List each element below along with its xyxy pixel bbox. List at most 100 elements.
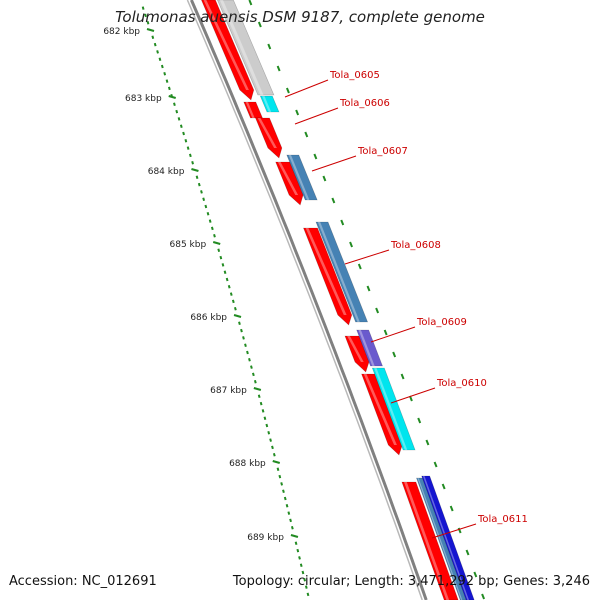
ruler-minor-tick — [202, 197, 206, 201]
ruler-outer-tick — [285, 87, 290, 94]
ruler-major-tick — [191, 167, 199, 173]
ruler-outer-tick — [331, 197, 336, 204]
ruler-outer-tick — [322, 175, 327, 182]
ruler-outer-tick — [383, 329, 388, 336]
ruler-outer-tick — [449, 505, 454, 512]
ruler-major-tick — [233, 313, 242, 319]
ruler-minor-tick — [244, 343, 247, 347]
gc-content-band — [217, 0, 275, 96]
ruler-outer-tick — [400, 373, 405, 380]
feature-track — [201, 0, 475, 600]
gene-feature-band-highlight — [422, 476, 469, 600]
ruler-outer-tick — [276, 65, 281, 72]
gene-feature-band-highlight — [288, 155, 310, 200]
ruler-outer-tick — [465, 549, 470, 556]
ruler-major-tick — [290, 533, 299, 539]
ruler-outer-tick — [433, 461, 438, 468]
ruler-minor-tick — [229, 292, 233, 296]
gene-feature-band-highlight — [374, 368, 408, 450]
ruler-minor-tick — [276, 467, 280, 472]
ruler-minor-tick — [253, 379, 257, 384]
ruler-minor-tick — [240, 328, 243, 333]
ruler-tick-label: 684 kbp — [148, 167, 185, 177]
ruler-minor-tick — [160, 64, 164, 69]
gene-feature-band — [371, 367, 416, 451]
ruler-minor-tick — [219, 255, 223, 260]
ruler-minor-tick — [217, 248, 221, 253]
ruler-minor-tick — [298, 556, 301, 560]
ruler-minor-tick — [182, 131, 185, 136]
ruler-track: 682 kbp 683 kbp 684 kbp 685 kbp 686 kbp 687 k… — [103, 0, 486, 600]
ruler-outer-tick — [340, 219, 345, 226]
ruler-minor-tick — [227, 285, 231, 289]
ruler-minor-tick — [184, 139, 188, 143]
cds-arrow — [303, 227, 353, 326]
gene-leader-line — [390, 387, 436, 404]
ruler-minor-tick — [290, 525, 294, 530]
ruler-outer-tick — [441, 483, 446, 490]
ruler-minor-tick — [175, 109, 179, 114]
ruler-tick-label: 688 kbp — [229, 459, 266, 469]
gene-feature-band — [315, 221, 369, 323]
ruler-minor-tick — [296, 548, 300, 553]
ruler-tick-label: 682 kbp — [103, 27, 140, 37]
genome-backbone — [186, 0, 428, 600]
gene-label-tola_0610: Tola_0610 — [436, 378, 487, 389]
ruler-tick-label: 685 kbp — [170, 240, 207, 250]
ruler-outer-tick — [349, 241, 353, 248]
cds-arrow-highlight — [363, 374, 397, 445]
ruler-minor-tick — [163, 72, 167, 76]
ruler-major-tick — [168, 94, 177, 100]
ruler-minor-tick — [257, 394, 261, 399]
ruler-minor-tick — [165, 79, 169, 83]
ruler-minor-tick — [269, 438, 272, 442]
ruler-minor-tick — [191, 160, 194, 165]
ruler-minor-tick — [252, 372, 255, 377]
ruler-minor-tick — [225, 277, 229, 282]
gene-label-tola_0608: Tola_0608 — [390, 240, 441, 251]
ruler-minor-tick — [213, 233, 216, 238]
gene-feature-band — [259, 95, 280, 113]
gene-feature-band-highlight — [358, 330, 375, 366]
ruler-outer-tick — [457, 527, 462, 534]
ruler-major-tick — [253, 386, 262, 392]
gene-feature-band — [416, 477, 467, 600]
ruler-minor-tick — [195, 175, 199, 180]
accession-text: Accession: NC_012691 — [9, 574, 157, 589]
gene-feature-band — [356, 329, 383, 367]
ruler-minor-tick — [151, 35, 155, 40]
ruler-outer-tick — [304, 131, 309, 138]
cds-arrow — [344, 335, 370, 373]
ruler-minor-tick — [204, 204, 208, 209]
gene-label-tola_0607: Tola_0607 — [357, 146, 408, 157]
ruler-minor-tick — [263, 416, 267, 420]
cds-arrow-highlight — [347, 336, 364, 362]
ruler-minor-tick — [267, 431, 271, 435]
ruler-minor-tick — [287, 511, 291, 515]
gene-label-tola_0611: Tola_0611 — [477, 514, 528, 525]
ruler-minor-tick — [278, 474, 282, 479]
genome-summary-text: Topology: circular; Length: 3,471,292 bp… — [232, 574, 590, 589]
gene-feature-band-highlight — [417, 478, 463, 600]
ruler-minor-tick — [289, 518, 292, 523]
ruler-minor-tick — [231, 299, 235, 304]
ruler-minor-tick — [294, 541, 298, 546]
ruler-minor-tick — [146, 20, 150, 25]
ruler-minor-tick — [280, 482, 284, 486]
ruler-major-tick — [146, 27, 155, 33]
ruler-minor-tick — [206, 212, 210, 216]
ruler-minor-tick — [158, 57, 162, 61]
ruler-outer-tick — [357, 263, 362, 270]
ruler-outer-tick — [257, 21, 262, 28]
cds-arrow-highlight — [305, 228, 347, 315]
cds-arrow — [201, 0, 255, 101]
ruler-outer-tick — [248, 0, 253, 6]
ruler-major-tick — [272, 459, 281, 465]
ruler-minor-tick — [156, 50, 159, 54]
ruler-outer-tick — [313, 153, 318, 160]
ruler-minor-tick — [304, 585, 308, 589]
ruler-minor-tick — [238, 321, 241, 326]
ruler-outer-tick — [392, 351, 397, 358]
gc-content-band-highlight — [219, 0, 264, 95]
